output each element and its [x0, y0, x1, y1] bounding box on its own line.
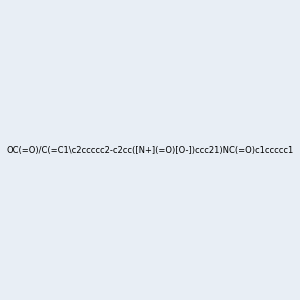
Text: OC(=O)/C(=C1\c2ccccc2-c2cc([N+](=O)[O-])ccc21)NC(=O)c1ccccc1: OC(=O)/C(=C1\c2ccccc2-c2cc([N+](=O)[O-])… — [6, 146, 294, 154]
